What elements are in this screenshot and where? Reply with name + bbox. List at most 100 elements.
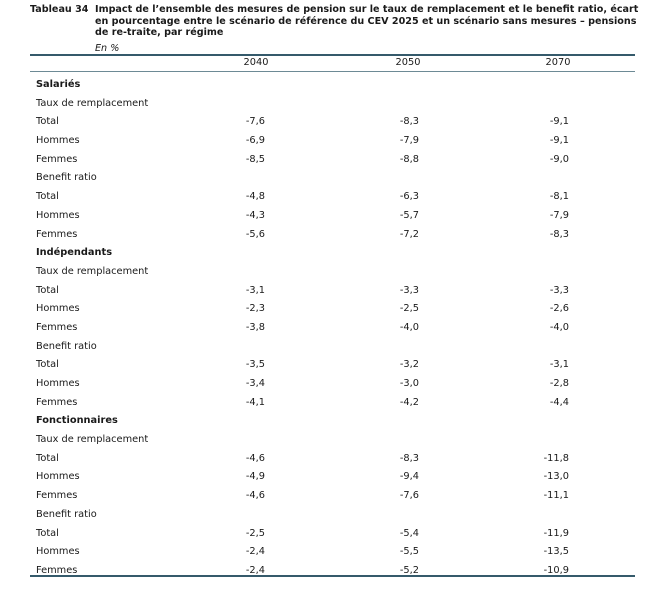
column-header-2050: 2050 [395, 57, 421, 68]
cell-value-2050: -8,3 [399, 116, 419, 128]
cell-value-2040: -3,8 [245, 321, 265, 333]
cell-value-2070: -8,1 [549, 191, 569, 203]
row-label: Femmes [36, 396, 78, 408]
group-heading-row: Fonctionnaires [0, 412, 657, 431]
cell-value-2070: -10,9 [543, 564, 569, 576]
cell-value-2050: -3,2 [399, 359, 419, 371]
subgroup-label: Benefit ratio [36, 172, 97, 184]
table-row: Total -3,5 -3,2 -3,1 [0, 356, 657, 375]
cell-value-2070: -4,4 [549, 396, 569, 408]
cell-value-2050: -7,9 [399, 135, 419, 147]
table-row: Femmes -2,4 -5,2 -10,9 [0, 562, 657, 581]
table-row: Total -7,6 -8,3 -9,1 [0, 113, 657, 132]
cell-value-2050: -4,2 [399, 396, 419, 408]
cell-value-2040: -4,6 [245, 490, 265, 502]
row-label: Total [36, 284, 59, 296]
cell-value-2070: -11,9 [543, 527, 569, 539]
group-heading-row: Indépendants [0, 244, 657, 263]
cell-value-2050: -3,3 [399, 284, 419, 296]
row-label: Femmes [36, 228, 78, 240]
row-label: Hommes [36, 378, 80, 389]
cell-value-2040: -2,4 [245, 546, 265, 558]
row-label: Femmes [36, 153, 78, 165]
cell-value-2070: -9,0 [549, 153, 569, 165]
row-label: Femmes [36, 490, 78, 502]
cell-value-2040: -4,9 [245, 471, 265, 483]
table-row: Hommes -2,3 -2,5 -2,6 [0, 300, 657, 319]
table-body: Salariés Taux de remplacement Total -7,6 -8,… [0, 76, 657, 581]
cell-value-2050: -5,5 [399, 546, 419, 558]
cell-value-2050: -8,3 [399, 452, 419, 464]
row-label: Hommes [36, 303, 80, 315]
table-row: Total -3,1 -3,3 -3,3 [0, 282, 657, 301]
table-row: Hommes -4,9 -9,4 -13,0 [0, 468, 657, 487]
subgroup-heading-row: Benefit ratio [0, 338, 657, 357]
row-label: Total [36, 452, 59, 464]
cell-value-2040: -7,6 [245, 116, 265, 128]
cell-value-2050: -9,4 [399, 471, 419, 483]
row-label: Total [36, 116, 59, 128]
cell-value-2070: -9,1 [549, 135, 569, 147]
row-label: Hommes [36, 135, 80, 147]
group-heading-row: Salariés [0, 76, 657, 95]
top-rule [30, 54, 635, 56]
cell-value-2050: -7,2 [399, 228, 419, 240]
subgroup-label: Taux de remplacement [36, 434, 149, 446]
cell-value-2040: -2,3 [245, 303, 265, 315]
cell-value-2040: -4,6 [245, 452, 265, 464]
bottom-rule [30, 575, 635, 577]
subgroup-label: Taux de remplacement [36, 97, 149, 109]
table-row: Total -2,5 -5,4 -11,9 [0, 525, 657, 544]
cell-value-2040: -2,5 [245, 527, 265, 539]
group-label: Salariés [36, 79, 81, 90]
cell-value-2040: -3,5 [245, 359, 265, 371]
row-label: Hommes [36, 546, 80, 558]
row-label: Femmes [36, 321, 78, 333]
cell-value-2050: -2,5 [399, 303, 419, 315]
subgroup-heading-row: Taux de remplacement [0, 263, 657, 282]
cell-value-2040: -6,9 [245, 135, 265, 147]
row-label: Total [36, 359, 59, 371]
cell-value-2050: -8,8 [399, 153, 419, 165]
cell-value-2070: -3,3 [549, 284, 569, 296]
cell-value-2070: -7,9 [549, 209, 569, 221]
table-row: Total -4,6 -8,3 -11,8 [0, 450, 657, 469]
cell-value-2040: -4,8 [245, 191, 265, 203]
cell-value-2050: -3,0 [399, 378, 419, 389]
subgroup-label: Benefit ratio [36, 340, 97, 352]
table-number: Tableau 34 [30, 4, 89, 15]
column-header-2040: 2040 [243, 57, 269, 68]
table-row: Hommes -4,3 -5,7 -7,9 [0, 207, 657, 226]
cell-value-2040: -8,5 [245, 153, 265, 165]
cell-value-2040: -3,1 [245, 284, 265, 296]
row-label: Total [36, 527, 59, 539]
cell-value-2050: -5,4 [399, 527, 419, 539]
group-label: Fonctionnaires [36, 415, 118, 427]
cell-value-2070: -11,8 [543, 452, 569, 464]
table-caption: Impact de l’ensemble des mesures de pens… [95, 4, 639, 38]
column-header-2070: 2070 [545, 57, 571, 68]
row-label: Hommes [36, 209, 80, 221]
cell-value-2070: -4,0 [549, 321, 569, 333]
table-row: Hommes -6,9 -7,9 -9,1 [0, 132, 657, 151]
table-row: Femmes -4,6 -7,6 -11,1 [0, 487, 657, 506]
row-label: Hommes [36, 471, 80, 483]
subgroup-label: Taux de remplacement [36, 265, 149, 277]
cell-value-2040: -4,1 [245, 396, 265, 408]
cell-value-2040: -4,3 [245, 209, 265, 221]
subgroup-heading-row: Taux de remplacement [0, 95, 657, 114]
cell-value-2070: -3,1 [549, 359, 569, 371]
cell-value-2070: -2,8 [549, 378, 569, 389]
subgroup-label: Benefit ratio [36, 508, 97, 520]
row-label: Total [36, 191, 59, 203]
table-row: Hommes -3,4 -3,0 -2,8 [0, 375, 657, 394]
cell-value-2050: -5,7 [399, 209, 419, 221]
subgroup-heading-row: Benefit ratio [0, 506, 657, 525]
table-row: Total -4,8 -6,3 -8,1 [0, 188, 657, 207]
cell-value-2040: -2,4 [245, 564, 265, 576]
cell-value-2050: -4,0 [399, 321, 419, 333]
table-row: Femmes -4,1 -4,2 -4,4 [0, 394, 657, 413]
subgroup-heading-row: Taux de remplacement [0, 431, 657, 450]
cell-value-2040: -5,6 [245, 228, 265, 240]
